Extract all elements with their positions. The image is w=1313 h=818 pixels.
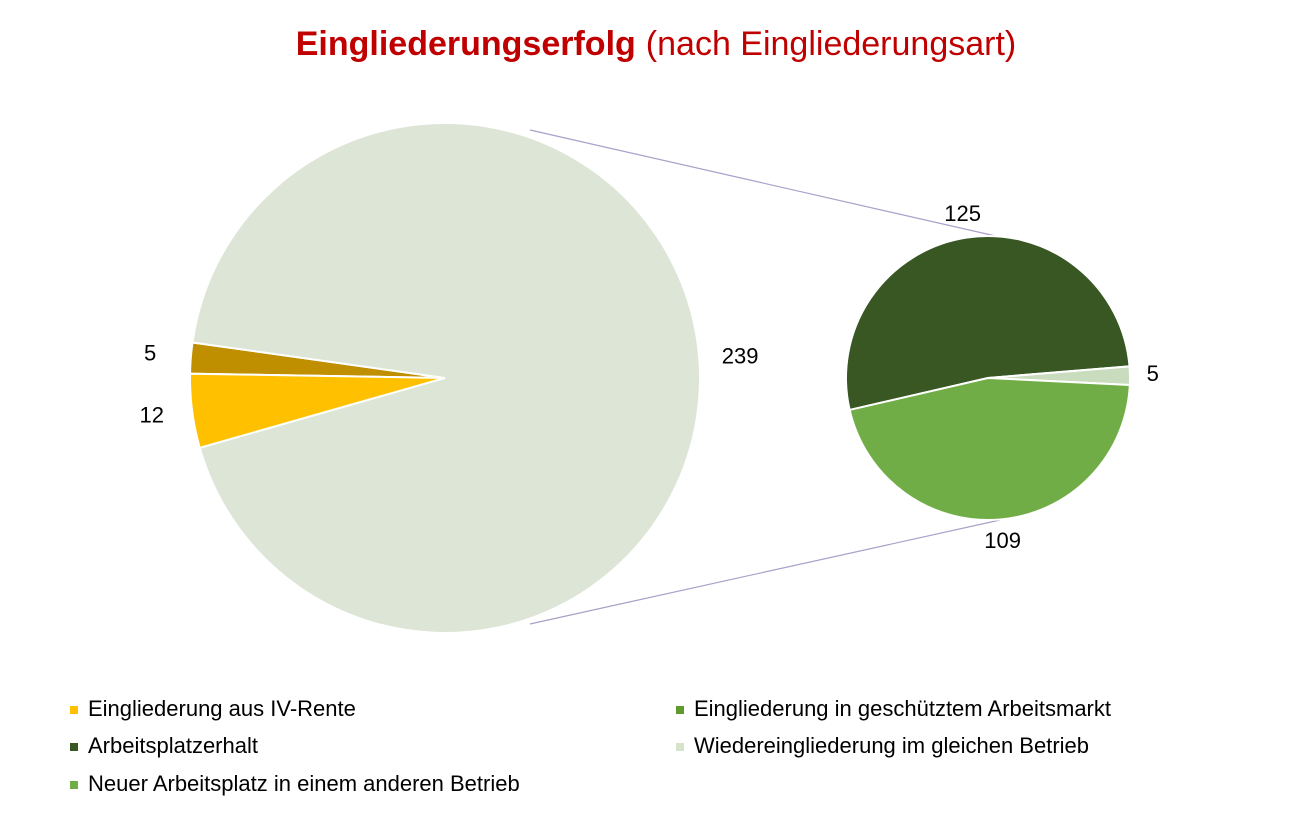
connector bbox=[529, 519, 1001, 625]
data-label: 5 bbox=[144, 341, 156, 366]
data-label: 12 bbox=[139, 402, 163, 427]
chart-title: Eingliederungserfolg (nach Eingliederungs… bbox=[296, 25, 1016, 63]
legend-label: Neuer Arbeitsplatz in einem anderen Betr… bbox=[88, 771, 520, 796]
title: Eingliederungserfolg bbox=[296, 25, 636, 63]
data-label: 239 bbox=[722, 343, 759, 368]
connector bbox=[529, 129, 1001, 238]
legend-marker bbox=[70, 743, 78, 751]
legend-marker bbox=[70, 706, 78, 714]
legend-label: Eingliederung in geschütztem Arbeitsmark… bbox=[694, 696, 1111, 721]
legend-label: Eingliederung aus IV-Rente bbox=[88, 696, 356, 721]
legend-marker bbox=[676, 706, 684, 714]
legend-label: Wiedereingliederung im gleichen Betrieb bbox=[694, 733, 1089, 758]
subtitle: (nach Eingliederungsart) bbox=[646, 25, 1016, 63]
legend-label: Arbeitsplatzerhalt bbox=[88, 733, 258, 758]
pie-slice bbox=[848, 376, 1131, 521]
legend-marker bbox=[676, 743, 684, 751]
data-label: 5 bbox=[1147, 361, 1159, 386]
pie-slice bbox=[191, 122, 701, 634]
data-label: 125 bbox=[944, 201, 981, 226]
data-label: 109 bbox=[984, 528, 1021, 553]
pie-slice bbox=[845, 235, 1131, 412]
legend-marker bbox=[70, 781, 78, 789]
marks: 5 12 239 125 5 109 Eingliederung aus IV-Rente A… bbox=[70, 122, 1159, 796]
